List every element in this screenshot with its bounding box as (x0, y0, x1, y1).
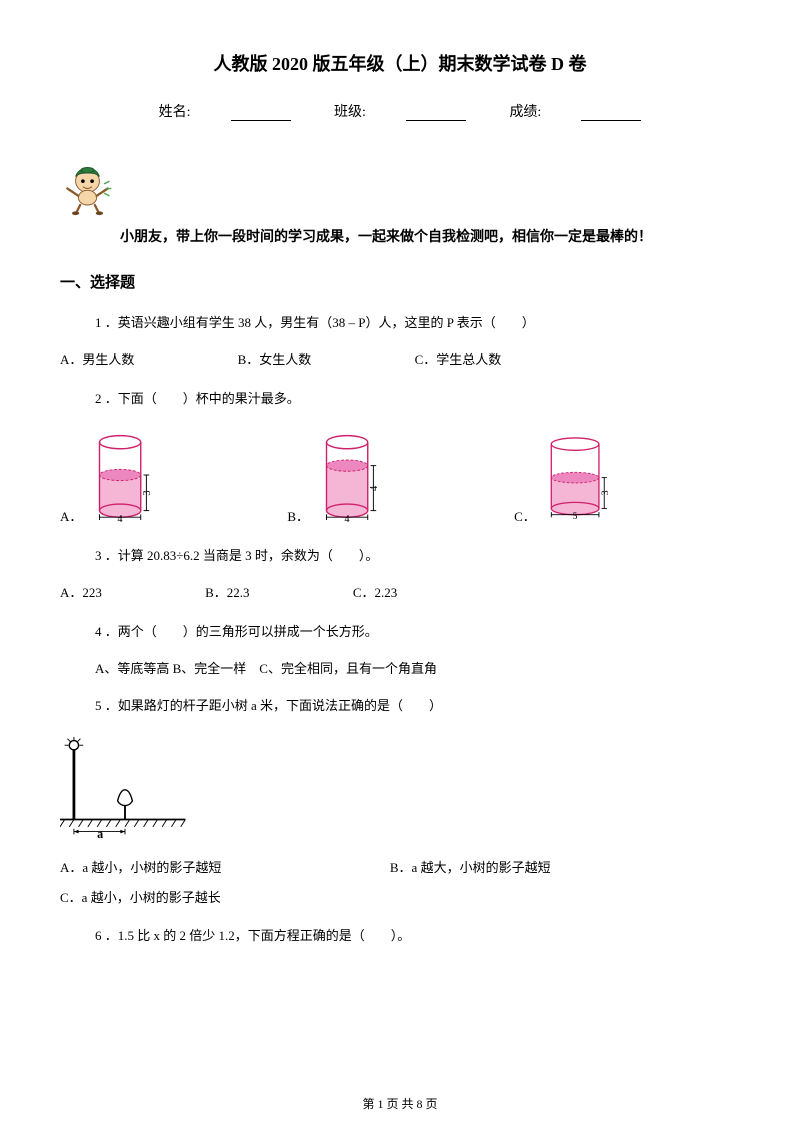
question-3: 3 ．计算 20.83÷6.2 当商是 3 时，余数为（ ）。 (95, 545, 740, 564)
q3-option-c: C．2.23 (353, 582, 397, 601)
q1-option-b: B．女生人数 (238, 349, 312, 368)
page-footer: 第 1 页 共 8 页 (0, 1095, 800, 1112)
score-blank[interactable] (581, 107, 641, 121)
question-2: 2 ．下面（ ）杯中的果汁最多。 (95, 388, 740, 407)
name-blank[interactable] (231, 107, 291, 121)
cup-a-icon: 3 4 (92, 425, 167, 525)
question-4-options: A、等底等高 B、完全一样 C、完全相同，且有一个角直角 (95, 658, 740, 677)
score-label: 成绩: (509, 105, 541, 120)
q5-option-a: A．a 越小，小树的影子越短 (60, 857, 386, 876)
encourage-text: 小朋友，带上你一段时间的学习成果，一起来做个自我检测吧，相信你一定是最棒的！ (120, 226, 740, 246)
question-1: 1 ．英语兴趣小组有学生 38 人，男生有（38 – P）人，这里的 P 表示（… (95, 312, 740, 331)
q1-option-a: A．男生人数 (60, 349, 134, 368)
name-label: 姓名: (159, 105, 191, 120)
cartoon-icon (60, 161, 115, 216)
q2-option-a-label: A． (60, 506, 82, 525)
cup-c-width: 5 (572, 511, 577, 522)
student-info-line: 姓名: 班级: 成绩: (60, 101, 740, 121)
cup-c-icon: 3 5 (546, 425, 621, 525)
question-1-options: A．男生人数 B．女生人数 C．学生总人数 (60, 349, 740, 368)
lamp-a-label: a (97, 827, 103, 841)
cup-b-width: 4 (344, 514, 349, 525)
q5-option-b: B．a 越大，小树的影子越短 (390, 857, 716, 876)
q2-option-c-label: C． (514, 506, 536, 525)
class-blank[interactable] (406, 107, 466, 121)
page-title: 人教版 2020 版五年级（上）期末数学试卷 D 卷 (60, 50, 740, 76)
question-6: 6 ．1.5 比 x 的 2 倍少 1.2，下面方程正确的是（ ）。 (95, 925, 740, 944)
cup-b-height: 4 (369, 486, 380, 491)
question-4: 4 ．两个（ ）的三角形可以拼成一个长方形。 (95, 621, 740, 640)
question-5: 5 ．如果路灯的杆子距小树 a 米，下面说法正确的是（ ） (95, 695, 740, 714)
q5-option-c: C．a 越小，小树的影子越长 (60, 887, 386, 906)
cup-a-width: 4 (118, 514, 123, 525)
q1-option-c: C．学生总人数 (415, 349, 502, 368)
question-3-options: A．223 B．22.3 C．2.23 (60, 582, 740, 601)
lamp-diagram-icon: a (60, 732, 190, 842)
q3-option-a: A．223 (60, 582, 102, 601)
q3-option-b: B．22.3 (205, 582, 249, 601)
cup-b-icon: 4 4 (319, 425, 394, 525)
cup-a-height: 3 (143, 490, 154, 495)
question-5-options: A．a 越小，小树的影子越短 B．a 越大，小树的影子越短 C．a 越小，小树的… (60, 857, 740, 907)
cup-c-height: 3 (599, 490, 610, 495)
section-1-title: 一、选择题 (60, 271, 740, 292)
question-2-cups: A． 3 4 B． (60, 425, 740, 525)
q2-option-b-label: B． (287, 506, 309, 525)
class-label: 班级: (334, 105, 366, 120)
